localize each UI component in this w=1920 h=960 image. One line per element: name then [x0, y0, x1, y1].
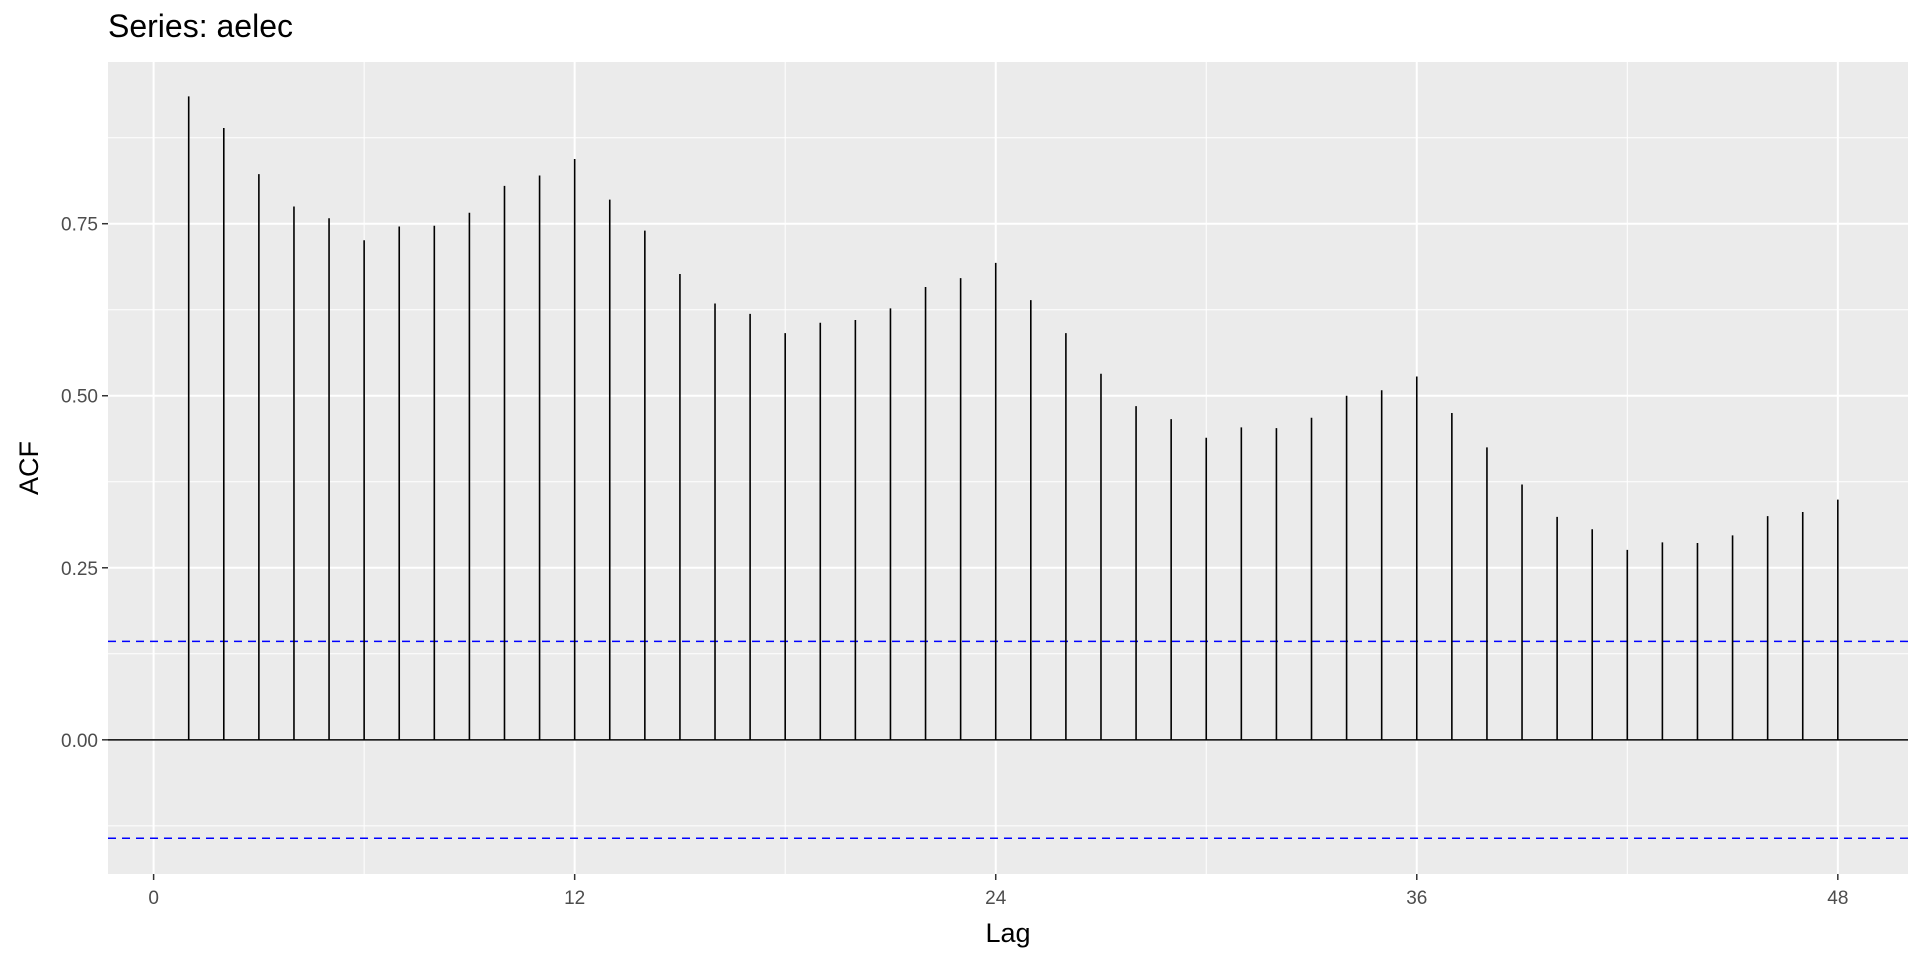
y-tick-label: 0.25	[61, 559, 98, 580]
x-tick-label: 0	[148, 888, 159, 909]
x-tick-label: 12	[564, 888, 585, 909]
x-tick-label: 24	[985, 888, 1007, 909]
plot-panel	[108, 62, 1908, 874]
x-axis: 0 12 24 36 48	[148, 874, 1848, 909]
chart-title: Series: aelec	[108, 8, 293, 44]
x-axis-title: Lag	[985, 918, 1030, 948]
acf-bars	[187, 96, 1839, 740]
y-tick-label: 0.00	[61, 731, 98, 752]
x-tick-label: 48	[1827, 888, 1848, 909]
y-axis: 0.00 0.25 0.50 0.75	[61, 215, 108, 752]
y-tick-label: 0.75	[61, 215, 98, 236]
y-tick-label: 0.50	[61, 387, 98, 408]
y-axis-title: ACF	[14, 441, 44, 495]
x-tick-label: 36	[1406, 888, 1427, 909]
confidence-bounds	[108, 640, 1908, 839]
